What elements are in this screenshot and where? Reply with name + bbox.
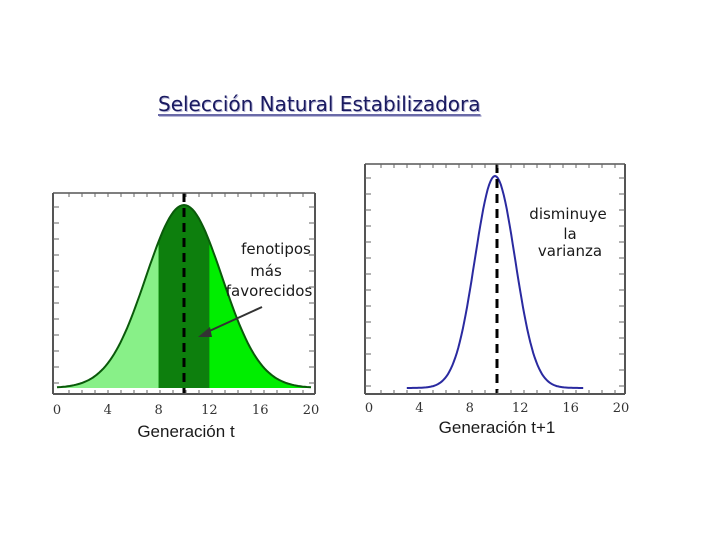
x-tick-label: 12 (512, 401, 529, 416)
arrow-head (198, 327, 212, 337)
x-tick-label: 8 (466, 401, 474, 416)
right-annotation-line: disminuye (529, 205, 606, 223)
x-tick-label: 8 (154, 403, 162, 418)
x-tick-label: 20 (613, 401, 630, 416)
left-annotation: fenotipos más favorecidos (226, 240, 313, 300)
x-tick-label: 0 (53, 403, 61, 418)
x-tick-label: 0 (365, 401, 373, 416)
region-center-band (158, 205, 210, 388)
right-annotation-line: varianza (538, 242, 602, 260)
x-tick-label: 12 (201, 403, 218, 418)
x-tick-label: 16 (562, 401, 579, 416)
x-tick-label: 4 (415, 401, 423, 416)
x-tick-label: 20 (303, 403, 320, 418)
right-annotation-line: la (563, 225, 576, 243)
x-tick-label: 16 (252, 403, 269, 418)
slide-title: Selección Natural Estabilizadora (158, 92, 481, 116)
left-annotation-arrow (198, 306, 263, 337)
left-tick-labels: 0 4 8 12 16 20 (53, 403, 319, 418)
right-x-axis-label: Generación t+1 (439, 418, 556, 437)
left-distribution-curve (56, 203, 312, 389)
left-x-axis-label: Generación t (137, 422, 235, 441)
left-annotation-line: favorecidos (226, 282, 313, 300)
left-annotation-line: más (250, 262, 282, 280)
right-chart: 0 4 8 12 16 20 Generación t+1 disminuye lavari… (364, 163, 629, 437)
arrow-shaft (204, 306, 263, 334)
region-left-flank (57, 241, 159, 388)
left-annotation-line: fenotipos (241, 240, 311, 258)
left-chart: 0 4 8 12 16 20 Generación t fenotipos más favor… (52, 192, 319, 441)
left-plot-frame (52, 192, 316, 395)
right-tick-labels: 0 4 8 12 16 20 (365, 401, 629, 416)
right-distribution-curve (406, 174, 584, 389)
x-tick-label: 4 (104, 403, 112, 418)
left-shaded-regions (57, 205, 311, 388)
right-plot-frame (364, 163, 626, 395)
